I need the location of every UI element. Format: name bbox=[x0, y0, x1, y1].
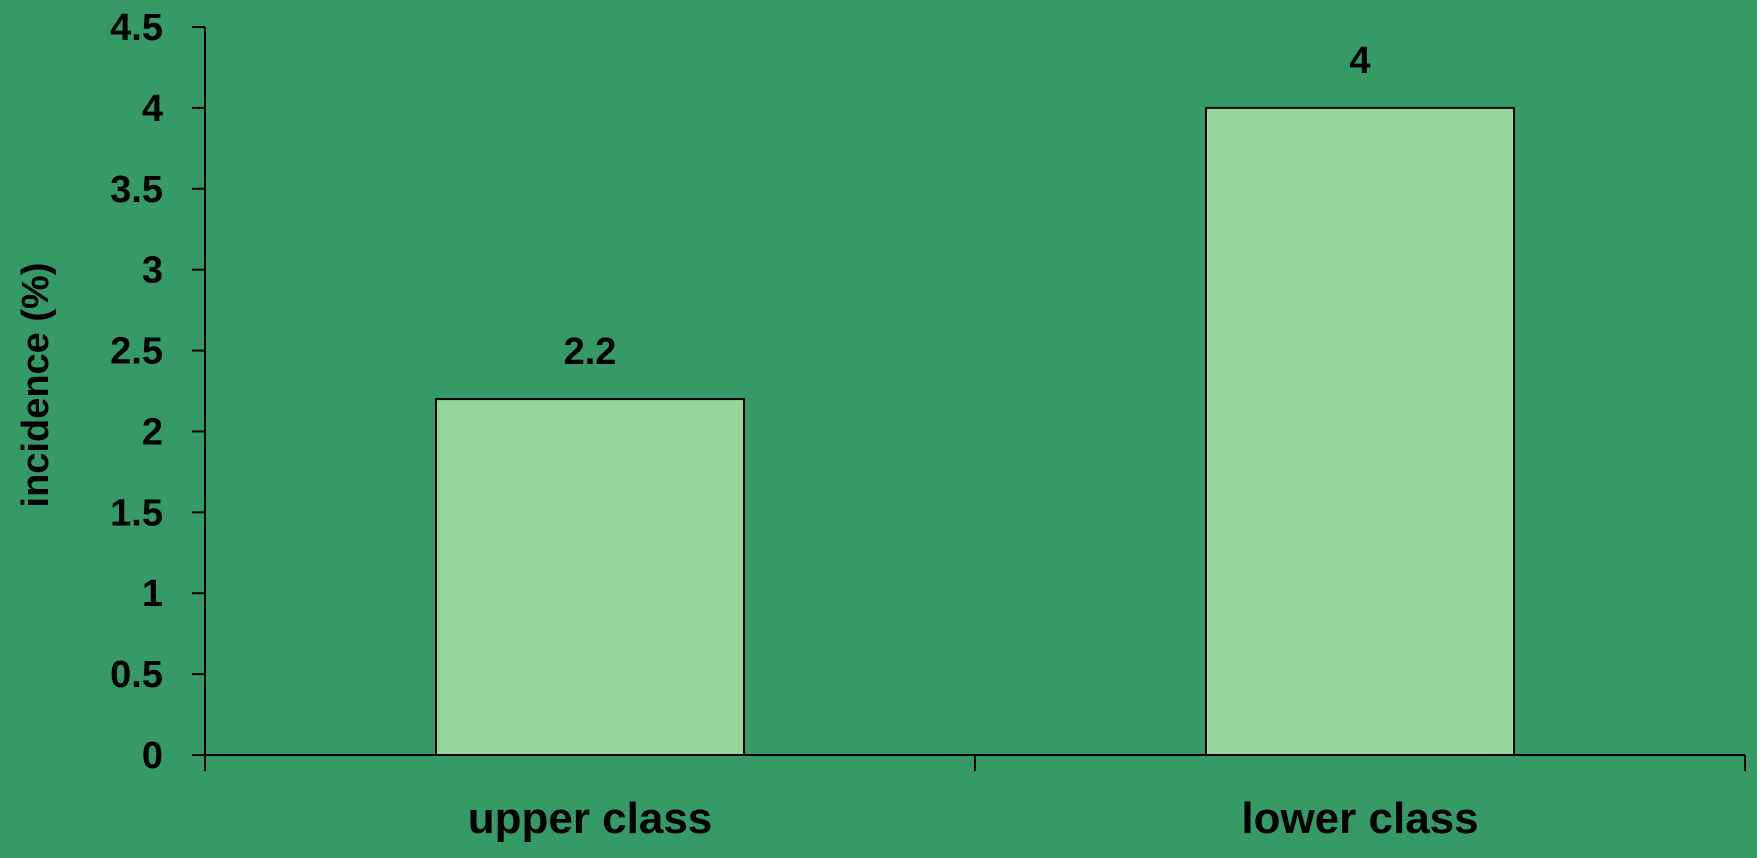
y-tick-label: 1 bbox=[142, 573, 163, 615]
y-tick-label: 4 bbox=[142, 88, 163, 130]
y-tick-label: 1.5 bbox=[110, 492, 163, 534]
x-axis-labels: upper class lower class bbox=[204, 755, 1746, 843]
y-axis-title: incidence (%) bbox=[15, 263, 57, 508]
bar-upper-class bbox=[435, 398, 745, 756]
y-tick-label: 2.5 bbox=[110, 331, 163, 373]
x-category-label: lower class bbox=[1241, 794, 1478, 843]
y-tick-label: 0 bbox=[142, 735, 163, 777]
y-tick-label: 3 bbox=[142, 250, 163, 292]
y-axis-ticks: 0 0.5 1 1.5 2 2.5 3 3.5 4 4.5 bbox=[110, 7, 205, 777]
y-tick-label: 2 bbox=[142, 411, 163, 453]
y-tick-label: 4.5 bbox=[110, 7, 163, 49]
y-tick-label: 3.5 bbox=[110, 169, 163, 211]
data-label: 4 bbox=[1349, 40, 1370, 82]
x-category-label: upper class bbox=[468, 794, 713, 843]
bars-group bbox=[435, 106, 1515, 756]
axes-group bbox=[204, 27, 1745, 756]
data-label: 2.2 bbox=[564, 331, 617, 373]
data-labels-group: 2.24 bbox=[564, 40, 1371, 373]
bar-lower-class bbox=[1205, 106, 1515, 756]
y-tick-label: 0.5 bbox=[110, 654, 163, 696]
